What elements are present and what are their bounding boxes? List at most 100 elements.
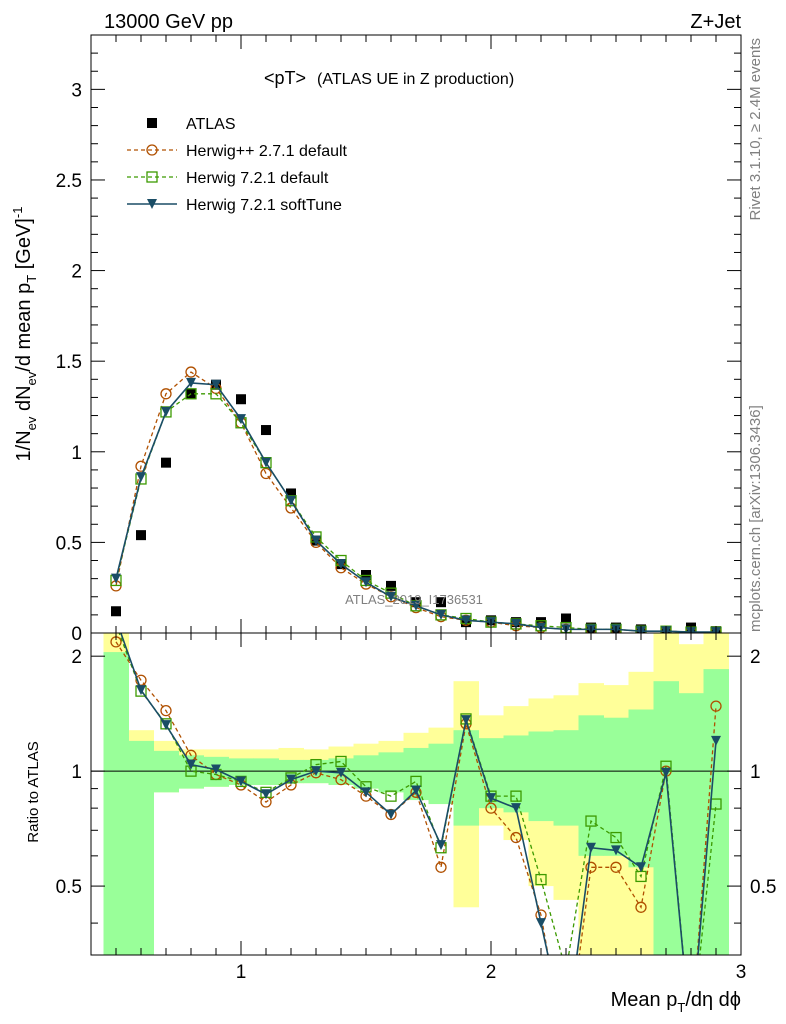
ratio-x-tick-label: 1 [236,962,247,983]
main-y-tick-label: 0.5 [56,533,82,554]
rivet-label: Rivet 3.1.10, ≥ 2.4M events [747,38,764,221]
band-inner-bin [103,652,129,955]
ratio-y-tick-label: 1 [71,762,82,783]
main-ylabel-sup: -1 [10,207,25,219]
main-point-3 [186,377,196,388]
ratio-y-tick-label-right: 2 [750,647,761,668]
ratio-point-3 [311,766,321,777]
main-y-tick-label: 2 [71,262,82,283]
ratio-y-tick-label: 2 [71,647,82,668]
main-point-0 [136,530,146,541]
legend-title-main: <pT> [264,68,306,88]
main-point-3 [286,495,296,506]
ratio-point-1 [710,700,722,712]
legend-title-sub: (ATLAS UE in Z production) [317,71,514,88]
xlabel: Mean pT/dη dϕ [611,989,741,1015]
band-inner-bin [603,717,629,856]
ratio-point-3 [261,789,271,800]
main-panel: 0 0.5 1 1.5 2 2.5 3 ATLAS_2019_I1736531 <pT> (… [10,34,742,645]
ratio-point-3 [161,720,171,731]
ratio-point-3 [611,845,621,856]
xlabel-sub: T [677,1000,685,1015]
main-point-0 [436,597,446,608]
ratio-point-3 [211,764,221,775]
main-ylabel: 1/Nev dNev/d mean pT [GeV]-1 [10,207,39,462]
band-inner-bin [503,735,529,813]
main-y-tick-label: 1.5 [56,352,82,373]
legend-entry-atlas: ATLAS [147,116,236,133]
ratio-line-2 [118,633,717,955]
main-point-0 [161,457,171,468]
main-point-3 [411,600,421,611]
xlabel-main: Mean p [611,989,678,1011]
band-inner-bin [428,743,454,805]
main-point-2 [185,388,197,400]
band-inner-bin [378,752,404,793]
main-point-0 [261,425,271,436]
band-inner-bin [678,693,704,955]
main-point-1 [160,388,172,400]
main-point-3 [161,406,171,417]
ratio-point-1 [435,861,447,873]
watermark: ATLAS_2019_I1736531 [345,592,483,607]
legend-label-herwig721: Herwig 7.2.1 default [186,170,329,187]
main-point-3 [436,609,446,620]
ratio-point-3 [411,785,421,796]
band-inner-bin [253,758,279,785]
ratio-point-2 [535,873,547,886]
mcplots-label: mcplots.cern.ch [arXiv:1306.3436] [747,405,764,632]
band-inner-bin [453,730,479,826]
main-y-tick-label: 0 [71,624,82,645]
main-point-3 [311,535,321,546]
legend-marker-atlas [147,118,157,128]
ratio-line-1 [115,641,717,955]
main-y-tick-label: 3 [71,80,82,101]
ratio-point-3 [486,793,496,804]
legend-label-atlas: ATLAS [186,116,236,133]
ratio-panel: 1 2 3 0.5 0.5 1 1 2 2 Ratio to ATLAS [25,632,776,983]
main-point-1 [260,467,272,480]
ratio-point-1 [485,802,497,814]
ratio-point-3 [661,767,671,778]
ratio-y-tick-label: 0.5 [56,877,82,898]
ratio-point-2 [335,755,347,768]
main-y-tick-label: 2.5 [56,171,82,192]
main-point-3 [111,573,121,584]
main-ylabel-sub: T [24,275,39,283]
main-ylabel-part: /d mean p [13,283,35,372]
ratio-point-3 [361,787,371,798]
legend: ATLAS Herwig++ 2.7.1 default Herwig 7.2.… [127,116,348,214]
ratio-point-2 [610,831,622,844]
ratio-point-1 [610,861,622,873]
main-point-3 [336,559,346,570]
main-ylabel-part: [GeV] [13,218,35,275]
ratio-point-3 [436,840,446,851]
ratio-point-2 [385,790,397,802]
band-inner-bin [653,681,679,955]
ratio-x-tick-label: 2 [486,962,497,983]
main-ylabel-part: 1/N [13,430,35,461]
ratio-point-3 [586,842,596,853]
ratio-y-tick-label-right: 0.5 [750,877,776,898]
ratio-point-3 [186,759,196,770]
band-inner-bin [553,730,579,826]
process-label: Z+Jet [690,11,741,33]
ratio-point-1 [510,831,522,844]
ratio-point-2 [510,790,522,802]
ratio-point-3 [711,735,721,746]
legend-marker-softtune [147,199,157,209]
band-inner-bin [128,740,154,955]
main-ylabel-part: dN [13,385,35,416]
legend-label-softtune: Herwig 7.2.1 softTune [186,197,342,214]
ratio-point-3 [461,715,471,726]
ratio-point-2 [585,815,597,827]
band-inner-bin [528,731,554,822]
energy-label: 13000 GeV pp [104,11,233,33]
band-inner-bin [578,715,604,856]
ratio-point-3 [286,774,296,785]
ratio-ylabel: Ratio to ATLAS [25,741,42,842]
main-point-0 [111,606,121,617]
legend-marker-herwigpp [146,144,158,156]
ratio-point-3 [536,918,546,929]
xlabel-rest: /dη dϕ [685,989,741,1011]
